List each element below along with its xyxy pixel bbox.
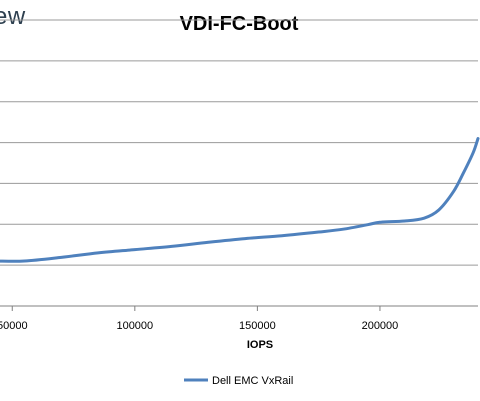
legend: Dell EMC VxRail xyxy=(184,375,293,387)
x-tick-label: 150000 xyxy=(239,320,276,332)
logo-text-fragment: ew xyxy=(0,3,26,30)
x-axis-title: IOPS xyxy=(247,339,273,351)
x-tick-label: 50000 xyxy=(0,320,28,332)
chart-title: VDI-FC-Boot xyxy=(179,13,299,35)
series-line-0 xyxy=(0,136,480,263)
x-tick-label: 200000 xyxy=(362,320,399,332)
x-axis: 50000 100000 150000 200000 IOPS xyxy=(0,305,478,351)
x-tick-label: 100000 xyxy=(116,320,153,332)
series-layer xyxy=(0,136,480,263)
legend-label: Dell EMC VxRail xyxy=(212,375,293,387)
gridlines xyxy=(0,19,478,266)
